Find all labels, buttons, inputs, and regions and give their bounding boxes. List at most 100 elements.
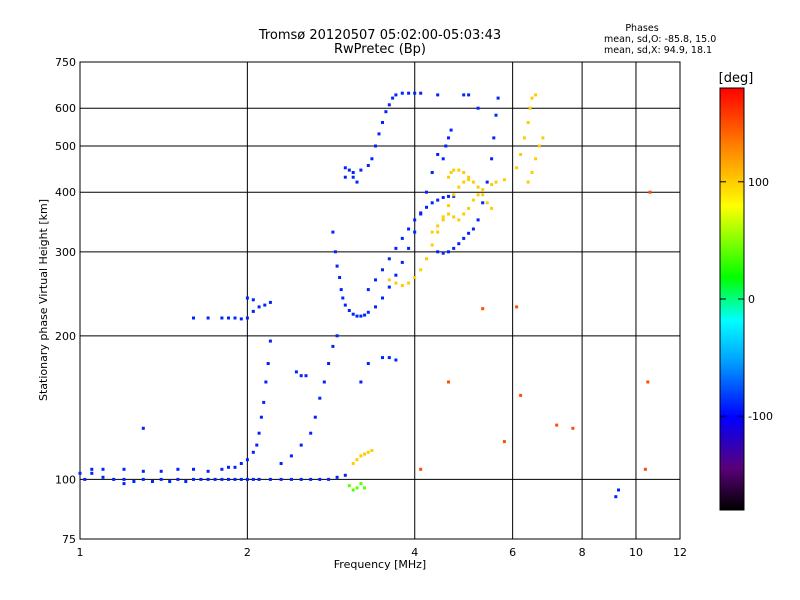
data-point <box>343 175 347 179</box>
data-point <box>359 380 363 384</box>
data-point <box>347 168 351 172</box>
colorbar-ticks: 100 0 -100 <box>720 176 773 423</box>
data-point <box>467 178 471 182</box>
data-point <box>141 469 145 473</box>
data-point <box>289 454 293 458</box>
data-point <box>381 296 384 300</box>
data-point <box>227 316 230 320</box>
data-point <box>485 201 489 205</box>
data-point <box>519 153 523 156</box>
data-point <box>327 362 331 365</box>
data-point <box>299 443 303 447</box>
data-point <box>425 190 428 194</box>
data-point <box>366 450 370 454</box>
data-point <box>494 113 498 117</box>
data-point <box>289 477 293 481</box>
chart-subtitle: RwPretec (Bp) <box>334 42 426 57</box>
x-axis-label: Frequency [MHz] <box>334 558 426 571</box>
data-point <box>339 288 343 292</box>
data-point <box>481 201 485 205</box>
data-point <box>394 93 398 97</box>
x-tick-label: 4 <box>411 546 418 559</box>
data-point <box>462 212 466 216</box>
y-axis-ticks: 75 100 200 300 400 500 600 750 <box>55 56 76 546</box>
data-point <box>176 477 180 481</box>
data-point <box>359 454 363 458</box>
data-point <box>355 486 359 490</box>
data-point <box>366 362 370 365</box>
data-point <box>255 443 259 447</box>
data-point <box>363 486 367 490</box>
data-point <box>363 313 367 317</box>
data-point <box>268 477 272 481</box>
data-point <box>481 193 485 197</box>
data-point <box>441 215 445 219</box>
data-point <box>387 257 391 261</box>
data-point <box>387 103 391 107</box>
data-point <box>471 180 475 184</box>
data-point <box>394 281 398 285</box>
data-point <box>441 157 445 161</box>
data-point <box>419 467 423 471</box>
phases-line-x: mean, sd,X: 94.9, 18.1 <box>604 45 712 56</box>
y-tick-label: 300 <box>55 246 76 259</box>
data-point <box>449 128 453 132</box>
data-point <box>90 471 94 475</box>
data-point <box>476 185 480 189</box>
data-point <box>441 251 445 255</box>
data-point <box>220 467 224 471</box>
data-point <box>374 144 377 148</box>
data-point <box>534 157 538 161</box>
data-point <box>335 475 339 479</box>
data-point <box>122 482 126 486</box>
data-point <box>359 168 363 172</box>
data-point <box>132 480 136 483</box>
data-point <box>444 144 448 148</box>
data-point <box>534 93 538 97</box>
data-point <box>413 91 417 95</box>
data-point <box>268 300 272 304</box>
data-point <box>141 477 145 481</box>
y-tick-label: 500 <box>55 140 76 153</box>
y-tick-label: 200 <box>55 330 76 343</box>
data-point <box>331 344 335 348</box>
data-point <box>363 452 367 456</box>
data-point <box>351 462 355 465</box>
data-point <box>239 462 243 465</box>
data-point <box>351 312 355 316</box>
x-tick-label: 8 <box>579 546 586 559</box>
data-point <box>407 246 411 250</box>
data-point <box>476 106 480 110</box>
data-point <box>233 465 237 469</box>
data-point <box>313 415 317 419</box>
plot-area <box>79 61 681 540</box>
data-point <box>355 180 359 184</box>
data-point <box>366 164 370 167</box>
data-point <box>220 477 224 481</box>
data-point <box>384 110 388 114</box>
data-point <box>526 180 530 184</box>
data-point <box>457 185 461 189</box>
data-point <box>304 374 308 378</box>
data-point <box>614 495 618 499</box>
data-point <box>462 171 466 174</box>
data-point <box>318 477 322 481</box>
data-point <box>192 477 195 481</box>
data-points <box>78 91 652 499</box>
data-point <box>239 317 243 321</box>
data-point <box>436 224 440 228</box>
data-point <box>452 215 456 219</box>
data-point <box>490 206 494 210</box>
data-point <box>430 243 434 247</box>
data-point <box>648 190 652 194</box>
data-point <box>449 171 453 174</box>
data-point <box>90 467 94 471</box>
data-point <box>251 309 255 313</box>
data-point <box>343 303 347 307</box>
data-point <box>452 168 456 172</box>
data-point <box>78 471 82 475</box>
data-point <box>413 230 417 234</box>
data-point <box>502 440 506 444</box>
data-point <box>457 168 461 172</box>
